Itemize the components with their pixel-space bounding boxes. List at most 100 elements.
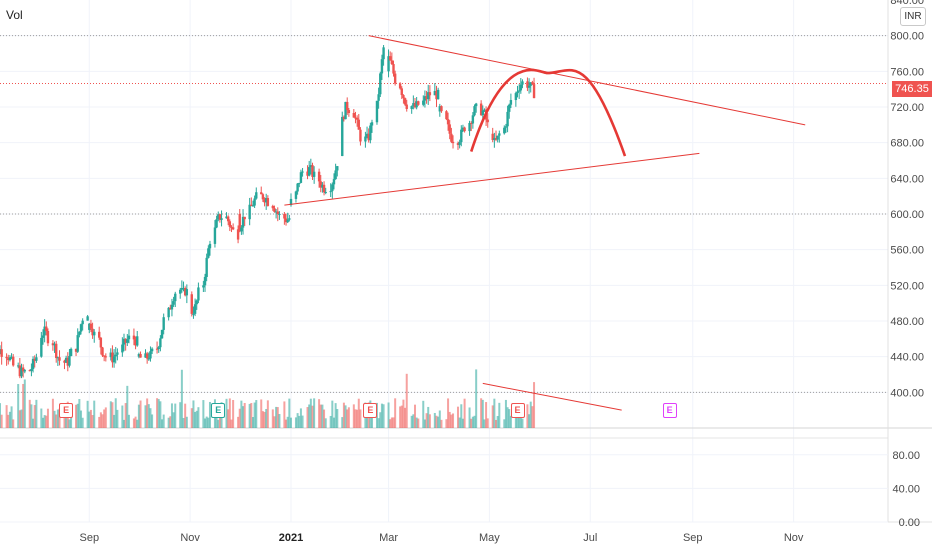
volume-bar (445, 419, 448, 428)
candle-body (230, 226, 233, 228)
volume-bar (336, 409, 339, 428)
volume-bar (174, 403, 177, 428)
earnings-marker-positive[interactable]: E (211, 403, 226, 418)
volume-bar (382, 404, 385, 428)
candle-body (124, 338, 127, 343)
price-tick-label: 800.00 (890, 31, 924, 43)
volume-bar (410, 415, 413, 428)
candle-body (288, 218, 291, 220)
volume-bar (496, 416, 499, 428)
candle-body (266, 198, 270, 206)
volume-bar (43, 415, 46, 428)
candle-body (180, 288, 184, 290)
candle-body (276, 211, 279, 215)
volume-bar (404, 407, 407, 428)
earnings-marker-upcoming[interactable]: E (662, 403, 677, 418)
candle-body (474, 103, 478, 107)
volume-bar (22, 383, 25, 428)
volume-bar (146, 398, 149, 428)
volume-bar (402, 399, 405, 428)
candle-body (440, 106, 443, 112)
volume-bar (405, 373, 408, 428)
volume-bar (460, 404, 463, 428)
chart-grid (0, 0, 932, 523)
candle-body (147, 358, 151, 360)
volume-bar (243, 402, 246, 428)
candle-body (89, 323, 93, 329)
volume-bar (468, 407, 471, 428)
time-tick-label: Sep (683, 532, 703, 544)
price-tick-label: 760.00 (890, 66, 924, 78)
candle-body (436, 89, 440, 100)
candle-body (382, 47, 385, 60)
candle-body (45, 326, 48, 331)
volume-bar (481, 399, 484, 428)
time-tick-label: Jul (583, 532, 597, 544)
volume-bar (68, 419, 71, 428)
candle-body (182, 288, 185, 290)
candle-body (317, 171, 321, 182)
time-axis[interactable]: Sep Nov 2021 Mar May Jul Sep Nov (79, 532, 803, 544)
candle-body (192, 313, 195, 315)
candle-body (390, 60, 394, 65)
volume-bar (228, 398, 231, 428)
volume-bar (352, 404, 355, 428)
candle-body (74, 348, 78, 352)
volume-bar (357, 398, 360, 428)
candle-body (69, 348, 73, 357)
candle-body (172, 301, 175, 305)
price-tick-label: 680.00 (890, 138, 924, 150)
candle-body (12, 356, 15, 366)
volume-bar (253, 402, 256, 428)
candle-body (392, 64, 395, 74)
volume-bar (400, 405, 403, 428)
volume-bar (204, 418, 207, 428)
candle-body (271, 205, 275, 209)
volume-bar (458, 417, 461, 428)
volume-bar (427, 406, 430, 428)
candle-body (331, 184, 334, 192)
candle-body (451, 141, 455, 144)
candle-body (16, 365, 20, 367)
volume-bar (114, 398, 117, 428)
volume-bar (437, 416, 440, 428)
candle-body (68, 356, 71, 366)
earnings-marker-negative[interactable]: E (510, 403, 525, 418)
candle-body (450, 133, 453, 142)
candle-body (405, 104, 408, 109)
candle-body (433, 90, 437, 96)
volume-decline-trendline (482, 382, 622, 411)
volume-bar (81, 417, 84, 428)
earnings-marker-negative[interactable]: E (363, 403, 378, 418)
candle-body (102, 355, 106, 357)
volume-indicator-label[interactable]: Vol (6, 8, 23, 22)
currency-badge[interactable]: INR (900, 7, 926, 26)
last-price-tag: 746.35 (892, 81, 932, 97)
candle-body (132, 335, 136, 340)
price-axis[interactable]: 400.00 440.00 480.00 520.00 560.00 600.00 640.… (890, 0, 924, 399)
volume-bar (170, 403, 173, 428)
candle-body (243, 216, 246, 220)
lower-tick-label: 40.00 (892, 483, 920, 495)
volume-bar (332, 417, 335, 428)
volume-bar (184, 403, 187, 428)
candle-body (329, 191, 332, 193)
time-tick-label: Sep (79, 532, 99, 544)
volume-bar (271, 409, 274, 428)
candle-body (446, 119, 450, 125)
volume-bar (101, 414, 104, 428)
candle-body (461, 127, 465, 130)
volume-bar (341, 417, 344, 428)
pattern-drawings[interactable] (284, 35, 806, 411)
volume-bar (294, 417, 297, 428)
volume-bar (278, 414, 281, 428)
volume-bar (53, 410, 56, 428)
candle-body (471, 115, 475, 124)
candle-body (289, 198, 293, 206)
volume-bar (227, 409, 230, 428)
earnings-marker-negative[interactable]: E (59, 403, 74, 418)
volume-bar (456, 406, 459, 428)
candle-body (344, 101, 347, 120)
candle-body (139, 354, 142, 358)
